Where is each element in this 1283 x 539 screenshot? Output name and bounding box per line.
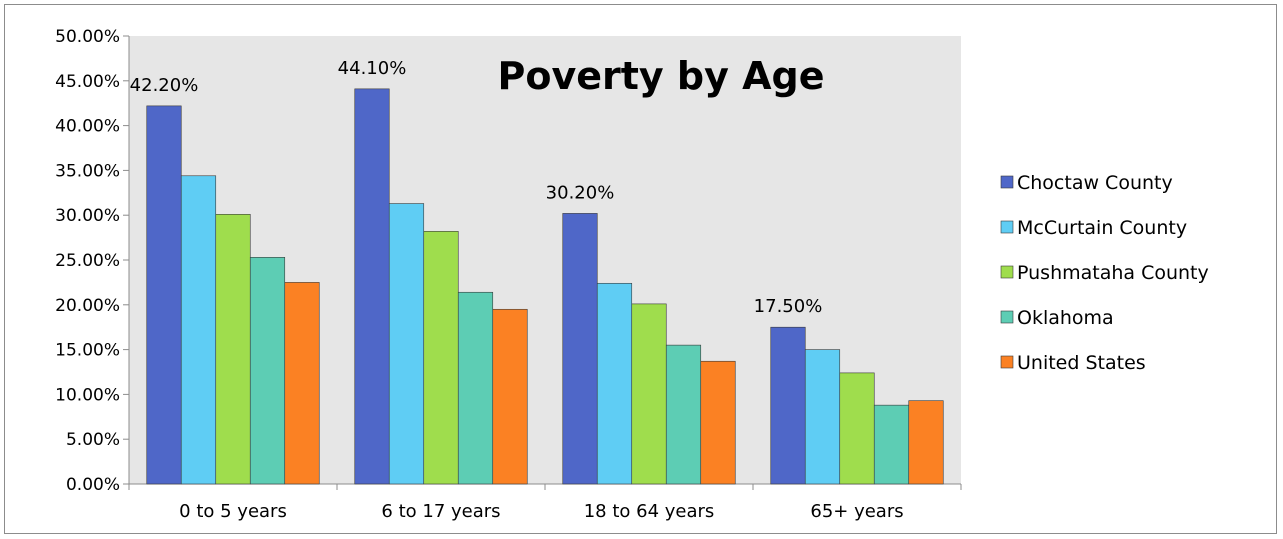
y-tick-label: 0.00% [66, 475, 120, 495]
bar [423, 231, 459, 485]
chart-frame: 0.00% 5.00% 10.00% 15.00% 20.00% 25.00% 30.00%… [4, 4, 1277, 534]
bar-chart: 0.00% 5.00% 10.00% 15.00% 20.00% 25.00% 30.00%… [55, 27, 1209, 522]
y-tick-label: 25.00% [55, 251, 120, 271]
y-tick-label: 5.00% [66, 430, 120, 450]
bar [215, 214, 251, 485]
legend-swatch [1000, 355, 1014, 369]
legend-label: United States [1017, 352, 1146, 374]
legend-swatch [1000, 265, 1014, 279]
bar [388, 203, 425, 485]
bar [631, 303, 667, 485]
legend-label: McCurtain County [1017, 217, 1187, 239]
bar [457, 291, 494, 485]
y-tick-label: 10.00% [55, 385, 120, 405]
legend-swatch [1000, 175, 1014, 189]
bar [873, 404, 910, 485]
chart-title: Poverty by Age [498, 54, 825, 98]
data-label: 44.10% [338, 58, 407, 79]
data-label: 17.50% [754, 296, 823, 317]
bar [562, 213, 598, 485]
legend-swatch [1000, 310, 1014, 324]
y-tick-label: 35.00% [55, 161, 120, 181]
bar [180, 175, 217, 485]
bar [492, 308, 528, 485]
data-label: 42.20% [130, 75, 199, 96]
bar [770, 326, 806, 485]
y-tick-label: 20.00% [55, 296, 120, 316]
legend-label: Pushmataha County [1017, 262, 1209, 284]
y-tick-label: 45.00% [55, 72, 120, 92]
bar [908, 400, 944, 485]
bar [249, 257, 286, 485]
bar [354, 88, 390, 485]
x-category-label: 18 to 64 years [584, 501, 715, 522]
x-category-label: 0 to 5 years [179, 501, 287, 522]
y-tick-label: 15.00% [55, 341, 120, 361]
bar [665, 344, 702, 485]
legend-label: Choctaw County [1017, 172, 1173, 194]
legend-label: Oklahoma [1017, 307, 1114, 329]
bar [804, 349, 841, 485]
legend-swatch [1000, 220, 1014, 234]
bar [839, 372, 875, 485]
y-tick-label: 50.00% [55, 27, 120, 47]
x-category-label: 65+ years [810, 501, 903, 522]
y-tick-label: 40.00% [55, 117, 120, 137]
bar [146, 105, 182, 485]
x-category-label: 6 to 17 years [381, 501, 500, 522]
bar [596, 282, 633, 485]
y-tick-label: 30.00% [55, 206, 120, 226]
bar [700, 360, 736, 485]
data-label: 30.20% [546, 182, 615, 203]
bar [284, 282, 320, 485]
